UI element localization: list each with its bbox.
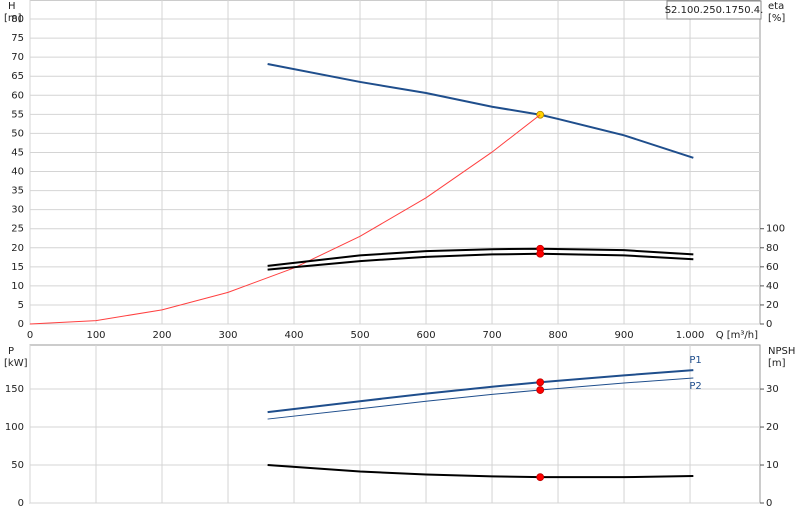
y-tick-label: 25 xyxy=(11,224,24,235)
curve xyxy=(267,377,694,420)
y-tick-label: 35 xyxy=(11,186,24,197)
y-tick-label: 40 xyxy=(11,167,24,178)
curve xyxy=(267,369,694,414)
y-axis-unit: [kW] xyxy=(4,358,28,369)
y2-axis-unit: [m] xyxy=(768,358,786,369)
x-tick-label: 700 xyxy=(482,330,501,341)
curve xyxy=(267,247,694,267)
operating-point xyxy=(536,249,545,258)
plot-area xyxy=(29,0,761,325)
curve xyxy=(267,63,694,159)
y2-tick-label: 60 xyxy=(766,262,779,273)
x-tick-label: 300 xyxy=(218,330,237,341)
y2-tick-label: 20 xyxy=(766,300,779,311)
y2-tick-label: 10 xyxy=(766,460,779,471)
y2-axis-label: NPSH xyxy=(768,346,795,357)
y-tick-label: 0 xyxy=(18,498,24,509)
y-axis-label: P xyxy=(8,346,14,357)
y2-tick-label: 30 xyxy=(766,384,779,395)
x-tick-label: 600 xyxy=(416,330,435,341)
y-tick-label: 45 xyxy=(11,147,24,158)
x-tick-label: 100 xyxy=(86,330,105,341)
curve xyxy=(267,464,694,479)
y2-axis-unit: [%] xyxy=(768,13,785,24)
y-tick-label: 100 xyxy=(5,422,24,433)
y-axis-label: H xyxy=(8,1,16,12)
y-tick-label: 50 xyxy=(11,460,24,471)
x-tick-label: 1.000 xyxy=(676,330,705,341)
y2-tick-label: 100 xyxy=(766,224,785,235)
plot-area xyxy=(29,344,761,504)
operating-point xyxy=(536,386,545,394)
y-tick-label: 20 xyxy=(11,243,24,254)
y-tick-label: 55 xyxy=(11,109,24,120)
annotation: S2.100.250.1750.4. xyxy=(665,5,764,16)
y-tick-label: 15 xyxy=(11,262,24,273)
x-tick-label: 0 xyxy=(27,330,33,341)
y2-tick-label: 40 xyxy=(766,281,779,292)
x-tick-label: 800 xyxy=(548,330,567,341)
y2-tick-label: 80 xyxy=(766,243,779,254)
y-tick-label: 75 xyxy=(11,33,24,44)
x-tick-label: 500 xyxy=(350,330,369,341)
y2-tick-label: 0 xyxy=(766,498,772,509)
y-tick-label: 10 xyxy=(11,281,24,292)
series-label: P1 xyxy=(689,355,701,366)
operating-point xyxy=(536,378,545,387)
y-tick-label: 60 xyxy=(11,90,24,101)
y2-tick-label: 0 xyxy=(766,319,772,330)
y-tick-label: 70 xyxy=(11,52,24,63)
y-tick-label: 50 xyxy=(11,128,24,139)
x-tick-label: 200 xyxy=(152,330,171,341)
series-label: P2 xyxy=(689,381,701,392)
y2-axis-label: eta xyxy=(768,1,784,12)
y2-tick-label: 20 xyxy=(766,422,779,433)
annotation-box xyxy=(666,0,762,20)
y-tick-label: 30 xyxy=(11,205,24,216)
y-tick-label: 5 xyxy=(18,300,24,311)
y-tick-label: 80 xyxy=(11,14,24,25)
x-tick-label: 900 xyxy=(614,330,633,341)
x-axis-label: Q [m³/h] xyxy=(716,330,758,341)
y-tick-label: 150 xyxy=(5,384,24,395)
y-tick-label: 0 xyxy=(18,319,24,330)
operating-point xyxy=(536,473,545,482)
y-axis-unit: [m] xyxy=(4,13,22,24)
y-tick-label: 65 xyxy=(11,71,24,82)
curve xyxy=(267,252,694,271)
x-tick-label: 400 xyxy=(284,330,303,341)
